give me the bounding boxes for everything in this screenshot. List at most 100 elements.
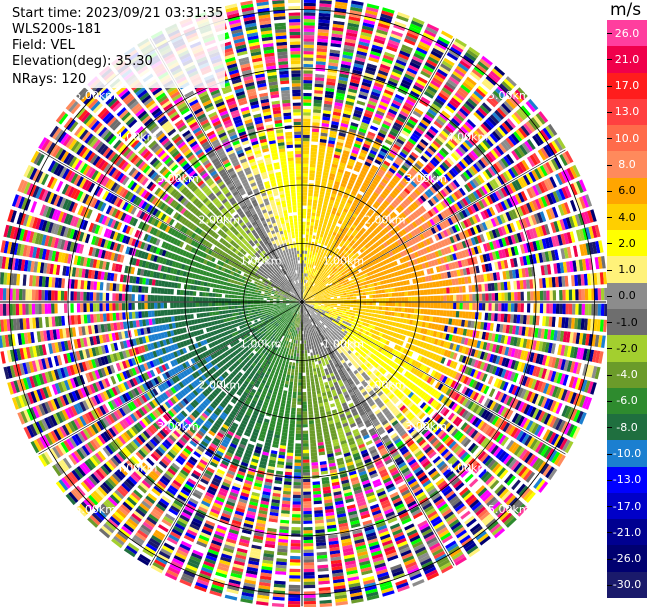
velocity-gate [321,269,325,274]
velocity-gate [303,51,314,55]
velocity-gate [478,293,483,301]
velocity-gate [478,284,482,292]
velocity-gate [302,253,305,257]
velocity-gate [402,200,409,207]
velocity-gate [365,288,369,292]
velocity-gate [319,247,323,251]
velocity-gate [308,192,313,197]
velocity-gate [455,112,465,122]
velocity-gate [320,187,326,192]
velocity-gate [433,74,445,83]
velocity-gate [350,282,354,286]
velocity-gate [401,107,411,115]
velocity-gate [436,95,447,104]
velocity-gate [316,167,323,172]
velocity-gate [418,73,430,82]
velocity-gate [403,286,408,291]
velocity-gate [334,102,343,107]
velocity-gate [354,60,365,66]
velocity-gate [430,289,434,295]
velocity-gate [355,290,360,294]
velocity-gate [352,291,356,294]
velocity-gate [497,313,502,322]
velocity-gate [346,244,352,250]
velocity-gate [446,52,459,61]
velocity-gate [322,274,326,278]
velocity-gate [458,286,463,293]
velocity-gate [353,305,357,308]
velocity-gate [352,146,360,152]
velocity-gate [308,267,311,271]
velocity-gate [373,162,380,168]
velocity-gate [311,275,314,279]
velocity-gate [341,232,346,237]
velocity-gate [420,119,430,127]
velocity-gate [337,304,341,306]
velocity-gate [349,155,357,161]
velocity-gate [337,296,341,299]
velocity-gate [366,302,370,306]
velocity-gate [360,210,366,216]
velocity-gate [307,205,312,210]
velocity-gate [322,207,327,212]
velocity-gate [305,266,308,271]
velocity-gate [340,224,345,230]
velocity-gate [370,91,381,98]
velocity-gate [328,230,333,235]
velocity-gate [318,283,321,287]
velocity-gate [342,51,354,57]
velocity-gate [494,282,498,291]
velocity-gate [358,213,364,219]
velocity-gate [362,22,375,29]
velocity-gate [446,310,450,317]
velocity-gate [353,143,361,149]
velocity-gate [434,154,443,163]
velocity-gate [363,299,367,302]
velocity-gate [350,302,354,305]
velocity-gate [396,138,405,145]
velocity-gate [349,294,354,297]
velocity-gate [450,97,461,106]
velocity-gate [392,162,400,169]
velocity-gate [377,216,384,222]
velocity-gate [335,198,341,203]
velocity-gate [339,308,344,311]
velocity-gate [308,288,311,292]
velocity-gate [329,216,334,221]
velocity-gate [341,288,346,291]
velocity-gate [312,287,315,290]
velocity-gate [450,73,462,83]
velocity-gate [325,90,334,96]
velocity-gate [468,116,479,126]
velocity-gate [319,272,323,276]
velocity-gate [443,295,447,302]
velocity-gate [336,292,340,295]
velocity-gate [562,289,566,301]
velocity-gate [381,202,388,209]
velocity-gate [308,292,311,295]
velocity-gate [366,3,380,10]
velocity-gate [329,237,334,242]
velocity-gate [308,277,310,281]
velocity-gate [336,240,341,246]
velocity-gate [355,161,363,167]
velocity-gate [438,66,450,75]
velocity-gate [312,202,317,207]
velocity-gate [417,44,429,52]
velocity-gate [455,65,467,75]
velocity-gate [427,175,436,183]
velocity-gate [313,96,323,101]
velocity-gate [353,112,362,118]
velocity-gate [388,77,399,84]
velocity-gate [410,113,420,121]
velocity-gate [395,18,408,25]
velocity-gate [555,303,560,314]
velocity-gate [321,178,328,183]
velocity-gate [375,137,383,144]
velocity-gate [312,279,315,283]
velocity-gate [383,175,391,182]
velocity-gate [304,253,307,258]
velocity-gate [305,270,307,274]
velocity-gate [374,314,379,318]
velocity-gate [445,142,454,151]
